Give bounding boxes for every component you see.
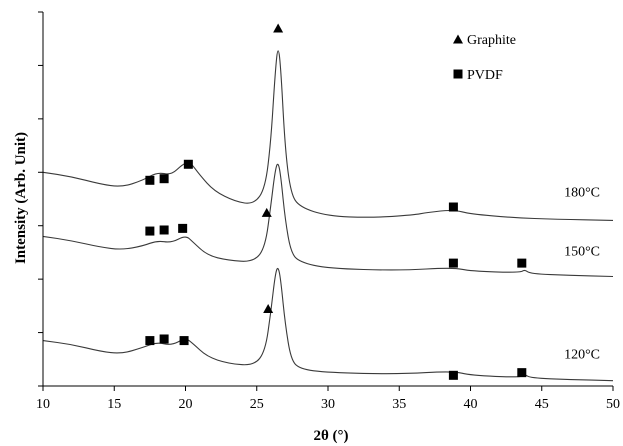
series-line-120c bbox=[42, 267, 614, 382]
x-tick-label: 20 bbox=[179, 397, 193, 412]
x-tick-label: 50 bbox=[606, 397, 620, 412]
graphite-marker bbox=[261, 207, 272, 217]
pvdf-marker bbox=[178, 223, 188, 233]
pvdf-marker bbox=[145, 226, 155, 236]
series-label: 120°C bbox=[564, 348, 600, 363]
x-tick-label: 25 bbox=[250, 397, 264, 412]
series-line-180c bbox=[42, 50, 614, 221]
axes: 10 15 20 25 30 35 40 45 50 bbox=[36, 11, 620, 412]
pvdf-marker bbox=[448, 258, 458, 268]
legend: Graphite PVDF bbox=[453, 33, 516, 83]
series-line-150c bbox=[42, 163, 614, 278]
pvdf-marker bbox=[517, 368, 527, 378]
series-label: 150°C bbox=[564, 244, 600, 259]
plot-area: 180°C 150°C 120°C bbox=[42, 23, 614, 382]
pvdf-marker bbox=[145, 336, 155, 346]
x-tick-label: 35 bbox=[392, 397, 406, 412]
x-tick-label: 45 bbox=[535, 397, 549, 412]
legend-label-pvdf: PVDF bbox=[467, 68, 503, 83]
legend-graphite-marker bbox=[453, 34, 463, 44]
pvdf-marker bbox=[179, 336, 189, 346]
series-label: 180°C bbox=[564, 186, 600, 201]
pvdf-marker bbox=[159, 334, 169, 344]
x-tick-label: 15 bbox=[107, 397, 121, 412]
x-tick-label: 10 bbox=[36, 397, 50, 412]
legend-pvdf-marker bbox=[453, 69, 463, 79]
pvdf-marker bbox=[448, 370, 458, 380]
x-axis-title: 2θ (°) bbox=[313, 428, 348, 444]
pvdf-marker bbox=[145, 175, 155, 185]
pvdf-marker bbox=[159, 174, 169, 184]
x-tick-label: 30 bbox=[321, 397, 335, 412]
graphite-marker bbox=[273, 23, 284, 33]
y-axis-title: Intensity (Arb. Unit) bbox=[13, 132, 29, 264]
graphite-marker bbox=[263, 304, 274, 314]
legend-label-graphite: Graphite bbox=[467, 33, 516, 48]
pvdf-marker bbox=[183, 159, 193, 169]
x-tick-label: 40 bbox=[464, 397, 478, 412]
pvdf-marker bbox=[159, 225, 169, 235]
pvdf-marker bbox=[448, 202, 458, 212]
pvdf-marker bbox=[517, 258, 527, 268]
